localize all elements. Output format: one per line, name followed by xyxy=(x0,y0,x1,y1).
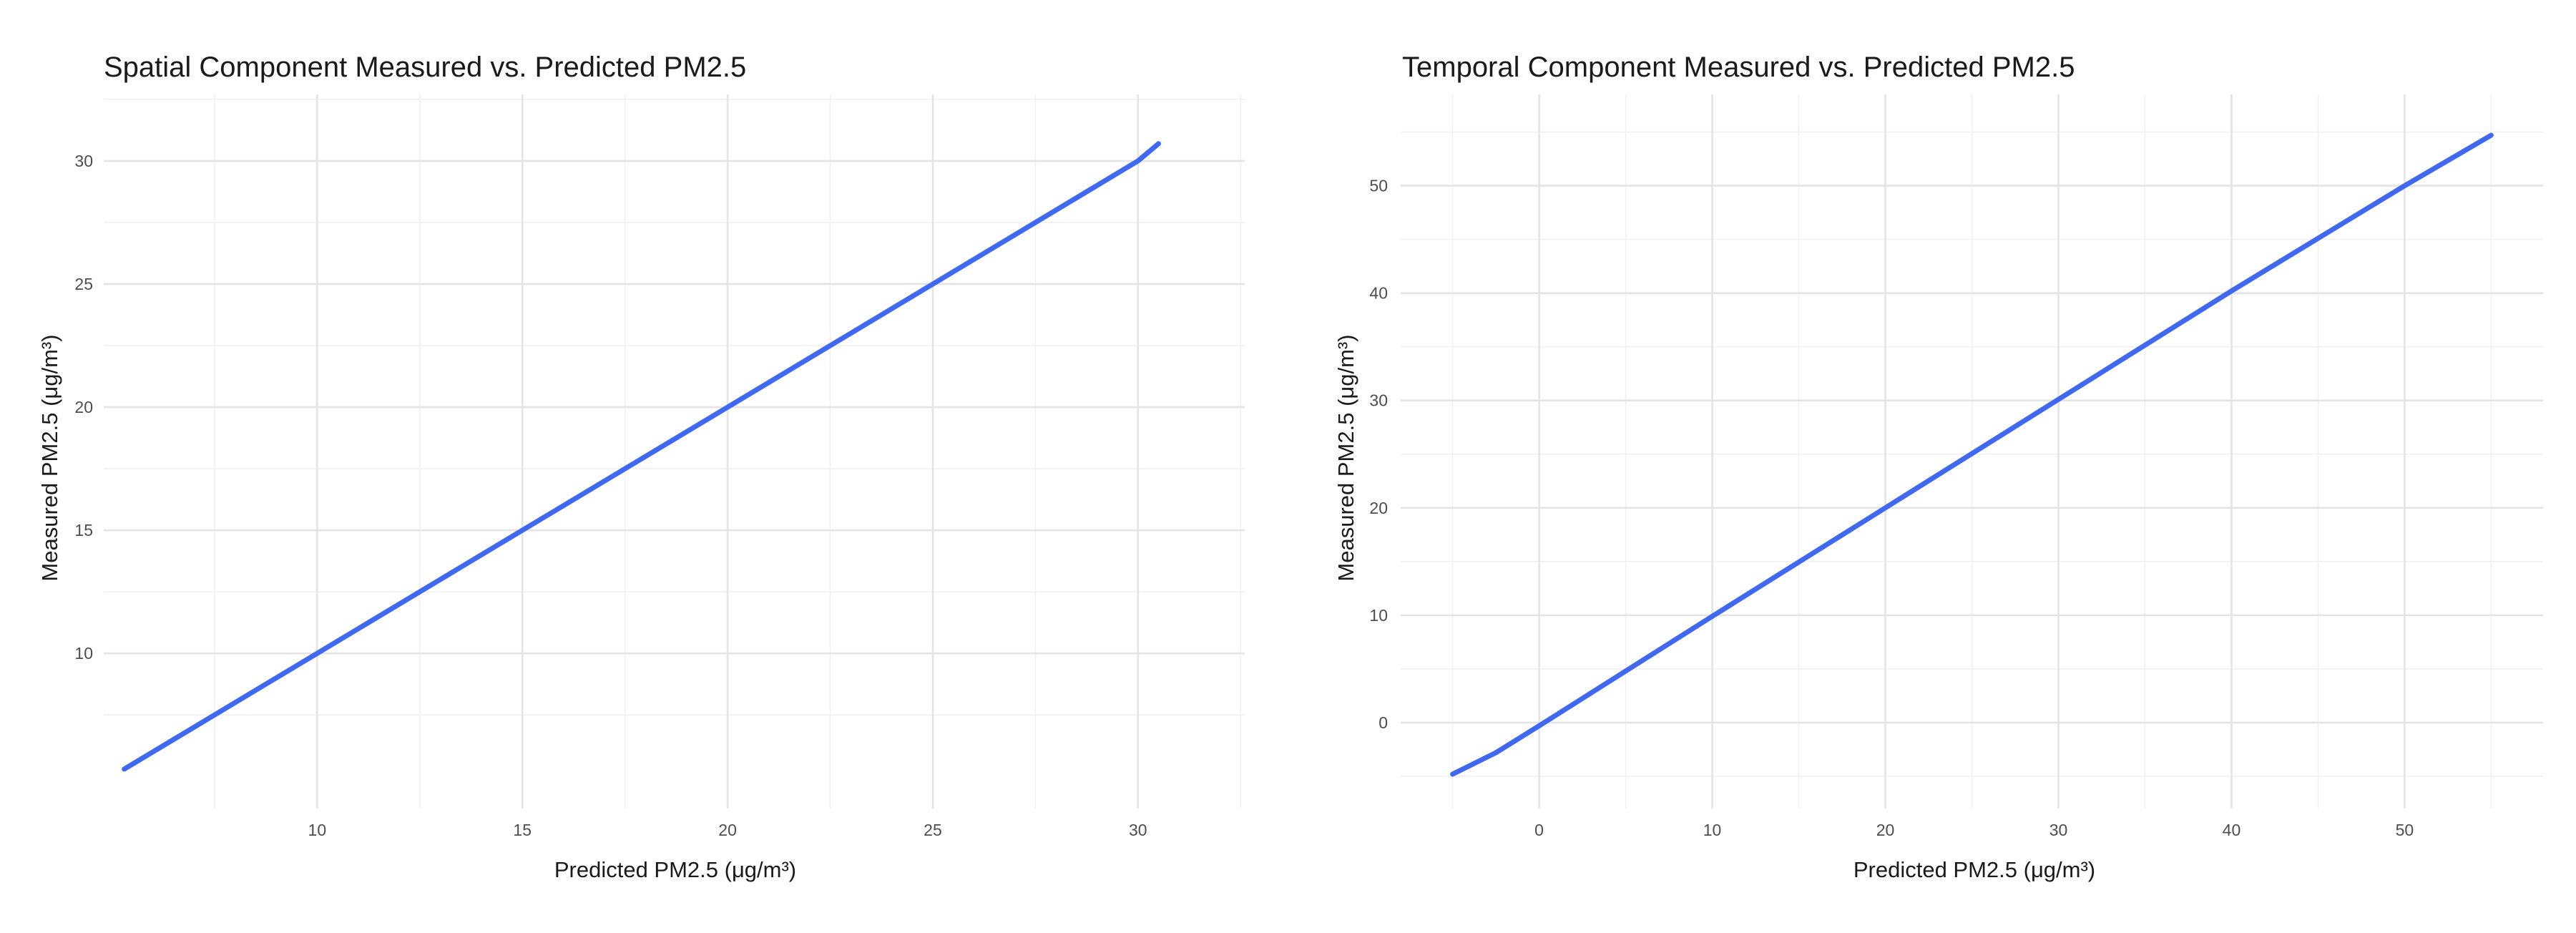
x-axis-label: Predicted PM2.5 (μg/m³) xyxy=(1853,857,2095,882)
plot-area: 0 10 20 30 40 50 0 10 20 30 40 50 xyxy=(1369,94,2543,839)
y-tick-label: 10 xyxy=(74,644,93,663)
y-tick-label: 10 xyxy=(1369,606,1388,625)
x-tick-label: 10 xyxy=(308,821,327,839)
y-tick-label: 0 xyxy=(1378,713,1388,732)
chart-title: Temporal Component Measured vs. Predicte… xyxy=(1402,52,2075,83)
chart-title: Spatial Component Measured vs. Predicted… xyxy=(104,52,746,83)
x-tick-label: 50 xyxy=(2396,821,2414,839)
y-tick-label: 20 xyxy=(74,398,93,416)
series-line xyxy=(1450,132,2494,777)
spatial-chart-panel: Spatial Component Measured vs. Predicted… xyxy=(0,0,1288,929)
x-tick-label: 15 xyxy=(513,821,532,839)
temporal-chart-panel: Temporal Component Measured vs. Predicte… xyxy=(1295,0,2576,929)
x-tick-label: 25 xyxy=(924,821,942,839)
y-tick-label: 30 xyxy=(1369,391,1388,410)
y-tick-label: 15 xyxy=(74,521,93,539)
spatial-chart: Spatial Component Measured vs. Predicted… xyxy=(37,52,1245,882)
series-line xyxy=(122,141,1161,772)
y-tick-label: 40 xyxy=(1369,284,1388,303)
x-tick-label: 10 xyxy=(1703,821,1722,839)
y-tick-label: 30 xyxy=(74,152,93,170)
plot-area: 10 15 20 25 30 10 15 20 25 30 xyxy=(74,94,1245,839)
x-tick-label: 30 xyxy=(1129,821,1147,839)
x-tick-label: 20 xyxy=(718,821,737,839)
y-tick-label: 20 xyxy=(1369,499,1388,517)
temporal-chart: Temporal Component Measured vs. Predicte… xyxy=(1333,52,2543,882)
x-tick-label: 20 xyxy=(1876,821,1895,839)
x-axis-label: Predicted PM2.5 (μg/m³) xyxy=(554,857,796,882)
y-axis-label: Measured PM2.5 (μg/m³) xyxy=(37,334,62,581)
x-tick-label: 40 xyxy=(2223,821,2241,839)
y-axis-label: Measured PM2.5 (μg/m³) xyxy=(1333,334,1358,581)
x-tick-label: 0 xyxy=(1534,821,1544,839)
x-tick-label: 30 xyxy=(2049,821,2068,839)
y-tick-label: 50 xyxy=(1369,177,1388,195)
y-tick-label: 25 xyxy=(74,275,93,293)
